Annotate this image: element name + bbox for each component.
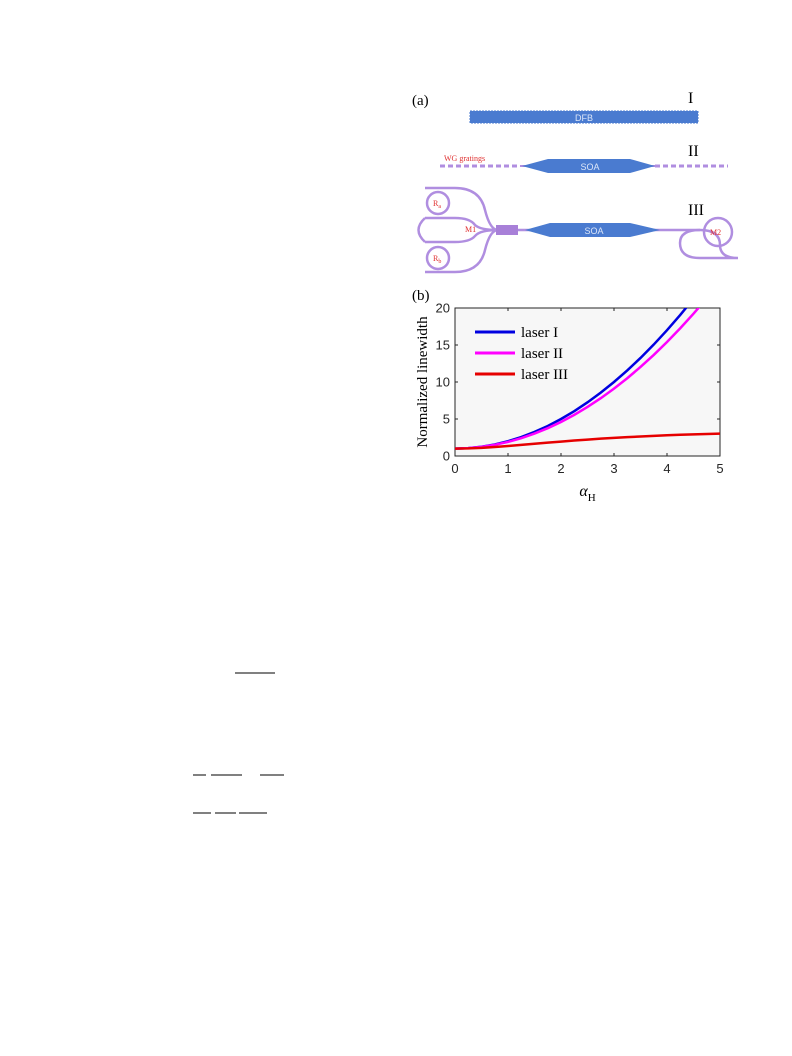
soa-section: [522, 159, 655, 173]
y-axis-label: Normalized linewidth: [415, 316, 431, 448]
panel-a: (a) I DFB II WG gratings SOA III SOA Ra …: [412, 90, 739, 274]
series-line: [455, 432, 720, 450]
rules: [193, 672, 284, 814]
gratings-label: WG gratings: [444, 154, 485, 163]
x-axis-sub: H: [588, 492, 596, 504]
section-label: SOA: [580, 162, 599, 172]
section-label: DFB: [575, 113, 593, 123]
laser-numeral: III: [688, 202, 704, 219]
legend-label: laser I: [521, 325, 558, 341]
x-tick-label: 4: [663, 461, 670, 476]
x-tick-label: 0: [451, 461, 458, 476]
x-axis-symbol: α: [579, 483, 588, 500]
mirror-label: M1: [465, 225, 476, 234]
panel-label: (b): [412, 288, 430, 304]
ring-label: Ra: [433, 199, 441, 210]
dfb-section: [469, 110, 699, 124]
x-axis-label: αH: [579, 483, 595, 504]
ring-sub: a: [438, 204, 441, 210]
ring-letter: R: [433, 254, 439, 263]
coupler: [496, 225, 518, 235]
y-tick-label: 20: [436, 301, 450, 316]
y-tick-label: 0: [443, 449, 450, 464]
y-tick-label: 5: [443, 412, 450, 427]
x-tick-label: 3: [610, 461, 617, 476]
series-line: [455, 308, 701, 450]
ring-letter: R: [433, 199, 439, 208]
x-tick-label: 2: [557, 461, 564, 476]
mirror-label: M2: [710, 228, 721, 237]
soa-section: [525, 223, 660, 237]
panel-label: (a): [412, 93, 429, 109]
x-tick-label: 5: [716, 461, 723, 476]
y-tick-label: 15: [436, 338, 450, 353]
ring-label: Rb: [433, 254, 441, 265]
chart: 0 1 2 3 4 5 0 5 10 15 20 laser I laser II laser III No…: [415, 301, 724, 505]
y-tick-label: 10: [436, 375, 450, 390]
ring-sub: b: [438, 259, 441, 265]
section-label: SOA: [584, 226, 603, 236]
x-tick-label: 1: [504, 461, 511, 476]
laser-numeral: II: [688, 143, 699, 160]
plot-frame: [454, 307, 721, 457]
legend-label: laser III: [521, 367, 568, 383]
waveguides: [417, 186, 739, 274]
legend-label: laser II: [521, 346, 563, 362]
laser-numeral: I: [688, 90, 693, 107]
